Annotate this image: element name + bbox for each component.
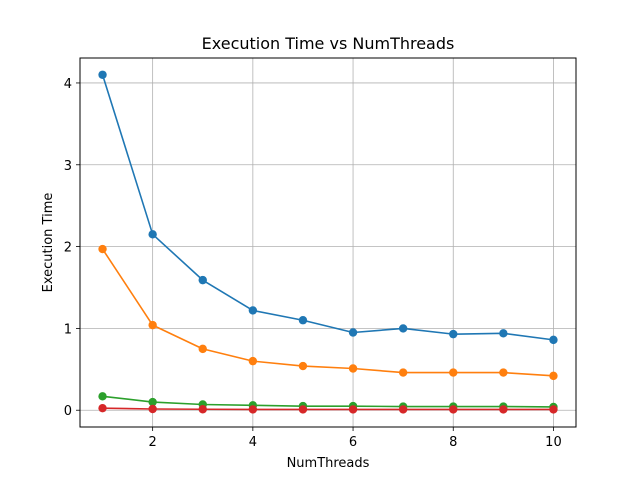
series-4-point	[449, 405, 458, 414]
series-1-point	[348, 328, 358, 337]
series-1-point	[499, 329, 508, 338]
series-2-line	[101, 248, 554, 377]
series-4-line	[102, 407, 554, 411]
series-2	[98, 244, 558, 381]
series-3-point	[148, 397, 157, 407]
y-tick-label: 1	[64, 322, 72, 337]
series-4-point	[98, 403, 107, 413]
series-1-point	[248, 306, 258, 315]
x-tick-label: 10	[545, 435, 562, 450]
y-tick-label: 0	[64, 404, 72, 419]
series-4-point	[148, 404, 157, 414]
series-3-point	[98, 392, 107, 401]
series-2-point	[348, 364, 358, 373]
series-4-point	[549, 405, 558, 414]
y-tick-label: 2	[64, 241, 72, 256]
series-2-point	[398, 368, 408, 377]
grid	[80, 58, 576, 427]
series-2-point	[198, 344, 207, 354]
chart-title: Execution Time vs NumThreads	[202, 34, 455, 53]
series-4-point	[348, 405, 358, 414]
series-1-line	[101, 74, 554, 341]
series-1-point	[298, 316, 308, 325]
series-4-point	[298, 405, 308, 414]
series-4-point	[499, 405, 508, 414]
x-tick-label: 8	[449, 435, 457, 450]
series-2-point	[449, 368, 458, 377]
y-tick-label: 4	[64, 77, 72, 92]
series-4-point	[198, 405, 207, 414]
series-1-point	[449, 329, 458, 339]
y-tick-label: 3	[64, 159, 72, 174]
x-tick-label: 4	[249, 435, 257, 450]
series-layer	[98, 70, 558, 414]
x-axis-label: NumThreads	[287, 456, 370, 471]
series-1-point	[148, 230, 157, 239]
series-4	[98, 403, 558, 414]
series-4-point	[398, 405, 408, 414]
x-tick-label: 2	[149, 435, 157, 450]
series-1-point	[198, 275, 207, 285]
series-1	[98, 70, 558, 345]
x-tick-label: 6	[349, 435, 357, 450]
series-2-point	[298, 361, 308, 371]
series-3-line	[102, 395, 554, 408]
series-1-point	[398, 324, 408, 333]
series-2-point	[549, 371, 558, 381]
series-2-point	[499, 368, 508, 377]
series-2-point	[248, 356, 258, 366]
y-axis-label: Execution Time	[41, 193, 56, 293]
series-1-point	[549, 335, 558, 345]
series-2-point	[148, 320, 157, 330]
series-2-point	[98, 244, 107, 254]
plot-frame	[79, 57, 577, 428]
ticks: 2 4 6 8 10 0 1 2 3 4	[64, 77, 562, 450]
series-1-point	[98, 70, 107, 79]
series-4-point	[248, 405, 258, 414]
